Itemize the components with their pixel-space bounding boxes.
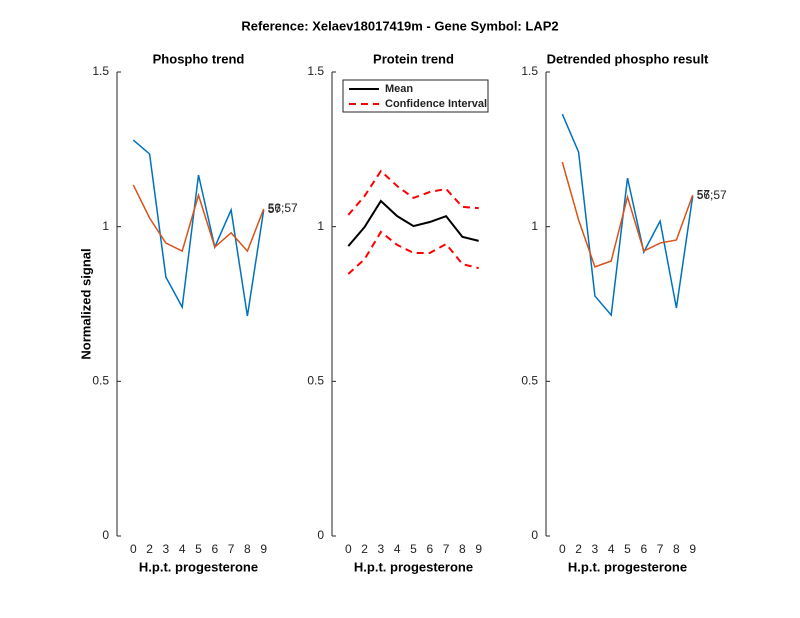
x-tick-label: 3 [378, 542, 385, 556]
y-axis-label: Normalized signal [78, 248, 93, 359]
x-tick-label: 9 [260, 542, 267, 556]
y-tick-label: 0.5 [92, 374, 109, 388]
x-tick-label: 8 [459, 542, 466, 556]
x-tick-label: 6 [211, 542, 218, 556]
y-tick-label: 1 [531, 219, 538, 233]
x-tick-label: 5 [195, 542, 202, 556]
x-tick-label: 9 [475, 542, 482, 556]
end-label: 57 [697, 187, 711, 201]
x-tick-label: 6 [640, 542, 647, 556]
data-line [561, 113, 694, 317]
legend-label: Confidence Interval [385, 98, 487, 110]
x-tick-label: 0 [130, 542, 137, 556]
x-axis-label: H.p.t. progesterone [354, 559, 473, 574]
x-tick-label: 9 [689, 542, 696, 556]
x-tick-label: 7 [228, 542, 235, 556]
x-tick-label: 3 [163, 542, 170, 556]
data-line [132, 139, 265, 317]
mean-line [347, 199, 479, 247]
y-tick-label: 0.5 [307, 374, 324, 388]
end-label: 56;57 [697, 188, 727, 202]
x-tick-label: 0 [345, 542, 352, 556]
x-tick-label: 5 [410, 542, 417, 556]
x-axis-label: H.p.t. progesterone [568, 559, 687, 574]
legend-label: Mean [385, 83, 413, 95]
end-label: 56;57 [268, 201, 298, 215]
y-tick-label: 0 [531, 528, 538, 542]
x-tick-label: 4 [608, 542, 615, 556]
y-tick-label: 0 [317, 528, 324, 542]
data-line [561, 161, 694, 268]
subplot-title: Protein trend [373, 51, 454, 66]
subplot-title: Phospho trend [153, 51, 245, 66]
ci-line [347, 230, 479, 275]
x-tick-label: 0 [559, 542, 566, 556]
y-tick-label: 1.5 [521, 64, 538, 78]
y-tick-label: 1 [102, 219, 109, 233]
end-label: 57 [268, 202, 282, 216]
x-tick-label: 4 [394, 542, 401, 556]
x-tick-label: 6 [426, 542, 433, 556]
x-axis-label: H.p.t. progesterone [139, 559, 258, 574]
x-tick-label: 8 [673, 542, 680, 556]
legend-box [342, 79, 489, 113]
x-tick-label: 7 [657, 542, 664, 556]
x-tick-label: 8 [244, 542, 251, 556]
y-tick-label: 0 [102, 528, 109, 542]
subplot-title: Detrended phospho result [547, 51, 709, 66]
y-tick-label: 1 [317, 219, 324, 233]
x-tick-label: 2 [361, 542, 368, 556]
x-tick-label: 5 [624, 542, 631, 556]
x-tick-label: 2 [146, 542, 153, 556]
x-tick-label: 3 [592, 542, 599, 556]
x-tick-label: 2 [575, 542, 582, 556]
x-tick-label: 4 [179, 542, 186, 556]
data-line [132, 184, 265, 253]
ci-line [347, 169, 479, 216]
figure-title: Reference: Xelaev18017419m - Gene Symbol… [241, 18, 558, 33]
x-tick-label: 7 [443, 542, 450, 556]
y-tick-label: 1.5 [92, 64, 109, 78]
y-tick-label: 1.5 [307, 64, 324, 78]
y-tick-label: 0.5 [521, 374, 538, 388]
